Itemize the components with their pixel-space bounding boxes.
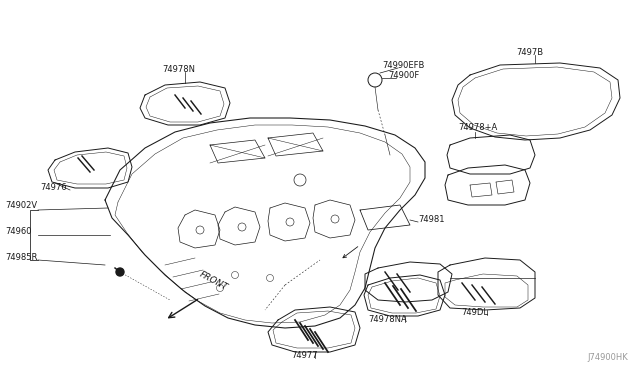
Text: 74977: 74977 [292,351,318,360]
Text: 74902V: 74902V [5,201,37,209]
Text: 74978+A: 74978+A [458,123,497,132]
Text: 749DL: 749DL [461,308,488,317]
Text: 74990EFB: 74990EFB [382,61,424,70]
Text: 74976: 74976 [40,183,67,192]
Text: 74978N: 74978N [162,65,195,74]
Text: 74978NA: 74978NA [369,315,408,324]
Text: 74900F: 74900F [388,71,419,80]
Text: FRONT: FRONT [198,270,229,292]
Text: 74960: 74960 [5,228,31,237]
Text: 74985R: 74985R [5,253,37,263]
Text: J74900HK: J74900HK [588,353,628,362]
Text: 7497B: 7497B [516,48,543,57]
Text: 74981: 74981 [418,215,445,224]
Circle shape [116,268,124,276]
